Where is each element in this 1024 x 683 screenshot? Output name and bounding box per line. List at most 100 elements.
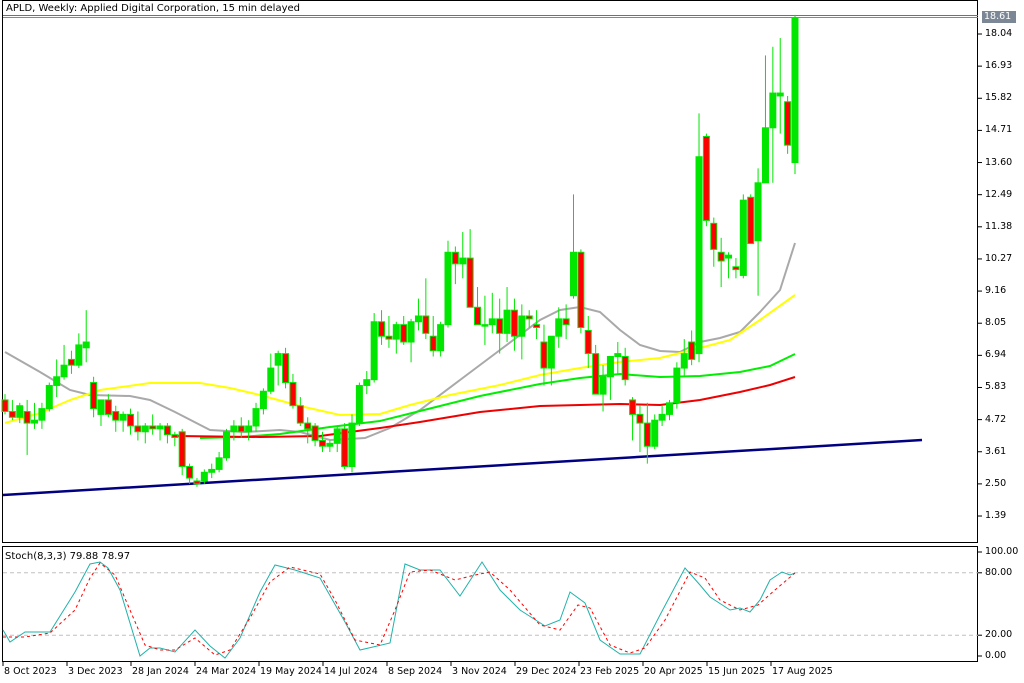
bull-candle xyxy=(274,353,282,366)
chart-title: APLD, Weekly: Applied Digital Corporatio… xyxy=(6,3,300,14)
bull-candle xyxy=(355,384,363,424)
bull-candle xyxy=(333,428,341,444)
bear-candle xyxy=(178,431,186,468)
bull-candle xyxy=(599,376,607,395)
bear-candle xyxy=(562,318,570,326)
stoch-tick-label: 0.00 xyxy=(985,650,1007,661)
time-tick-label: 3 Nov 2024 xyxy=(452,666,507,677)
price-tick-label: 11.38 xyxy=(985,220,1013,232)
price-tick-label: 18.04 xyxy=(985,28,1013,39)
stoch-signal-line xyxy=(3,562,796,656)
bear-candle xyxy=(422,315,430,334)
bull-candle xyxy=(673,367,681,404)
bear-candle xyxy=(171,434,179,439)
bear-candle xyxy=(8,411,16,418)
bull-candle xyxy=(555,318,563,337)
bull-candle xyxy=(437,324,445,352)
bull-candle xyxy=(518,315,526,337)
bear-candle xyxy=(341,428,349,468)
main-pane-frame xyxy=(2,0,978,543)
bull-candle xyxy=(119,413,127,421)
bull-candle xyxy=(97,399,105,415)
bear-candle xyxy=(378,321,386,337)
bear-candle xyxy=(510,309,518,337)
time-tick-label: 3 Dec 2023 xyxy=(68,666,123,677)
bear-candle xyxy=(400,324,408,343)
bull-candle xyxy=(82,341,90,349)
bear-candle xyxy=(23,411,31,424)
bull-candle xyxy=(739,199,747,276)
bull-candle xyxy=(245,425,253,433)
time-tick-label: 23 Feb 2025 xyxy=(580,666,640,677)
price-tick-label: 4.72 xyxy=(985,413,1007,425)
bear-candle xyxy=(577,251,585,329)
time-tick-label: 8 Oct 2023 xyxy=(4,666,57,677)
time-tick-label: 8 Sep 2024 xyxy=(388,666,443,677)
bull-candle xyxy=(754,182,762,242)
bull-candle xyxy=(53,376,61,386)
bull-candle xyxy=(695,156,703,355)
bear-candle xyxy=(90,382,98,410)
bear-candle xyxy=(525,315,533,320)
bear-candle xyxy=(296,405,304,424)
price-tick-label: 16.93 xyxy=(985,60,1013,72)
time-tick-label: 17 Aug 2025 xyxy=(772,666,833,677)
bull-candle xyxy=(60,364,68,378)
price-tick-label: 3.61 xyxy=(985,445,1007,457)
bear-candle xyxy=(688,341,696,360)
bull-candle xyxy=(348,422,356,468)
bull-candle xyxy=(658,413,666,421)
bear-candle xyxy=(474,306,482,326)
time-tick-label: 14 Jul 2024 xyxy=(324,666,378,677)
moving-average-line xyxy=(199,353,796,439)
time-tick-label: 19 May 2024 xyxy=(260,666,322,677)
bull-candle xyxy=(407,321,415,343)
bull-candle xyxy=(363,379,371,386)
bull-candle xyxy=(481,324,489,327)
time-tick-label: 29 Dec 2024 xyxy=(516,666,577,677)
bull-candle xyxy=(791,17,799,164)
bull-candle xyxy=(326,442,334,447)
time-tick-label: 20 Apr 2025 xyxy=(644,666,703,677)
price-tick-label: 10.27 xyxy=(985,252,1013,264)
bear-candle xyxy=(784,101,792,146)
bear-candle xyxy=(710,222,718,250)
trendline xyxy=(2,438,923,497)
bear-candle xyxy=(540,341,548,369)
bear-candle xyxy=(732,266,740,271)
bull-candle xyxy=(222,431,230,459)
bull-candle xyxy=(503,309,511,334)
current-price-tag: 18.61 xyxy=(982,11,1016,23)
bear-candle xyxy=(104,399,112,415)
bull-candle xyxy=(156,425,164,430)
price-tick-label: 8.05 xyxy=(985,317,1007,329)
bear-candle xyxy=(702,135,710,221)
price-tick-label: 9.16 xyxy=(985,285,1007,297)
bear-candle xyxy=(385,335,393,340)
bear-candle xyxy=(318,439,326,447)
bull-candle xyxy=(370,321,378,381)
price-tick-label: 14.71 xyxy=(985,124,1013,136)
bear-candle xyxy=(134,425,142,433)
bull-candle xyxy=(547,335,555,369)
bull-candle xyxy=(252,408,260,427)
bull-candle xyxy=(267,367,275,392)
bull-candle xyxy=(38,408,46,421)
stoch-tick-label: 80.00 xyxy=(985,566,1013,578)
bull-candle xyxy=(725,254,733,259)
moving-average-line xyxy=(4,242,796,442)
price-tick-label: 2.50 xyxy=(985,477,1007,489)
bear-candle xyxy=(163,425,171,436)
bear-candle xyxy=(282,353,290,384)
bull-candle xyxy=(769,92,777,129)
price-tick-label: 5.83 xyxy=(985,381,1007,393)
bull-candle xyxy=(488,318,496,326)
bull-candle xyxy=(776,92,784,97)
bull-candle xyxy=(651,419,659,447)
bull-candle xyxy=(16,405,24,418)
bull-candle xyxy=(259,390,267,410)
bear-candle xyxy=(466,257,474,308)
bear-candle xyxy=(67,358,75,366)
